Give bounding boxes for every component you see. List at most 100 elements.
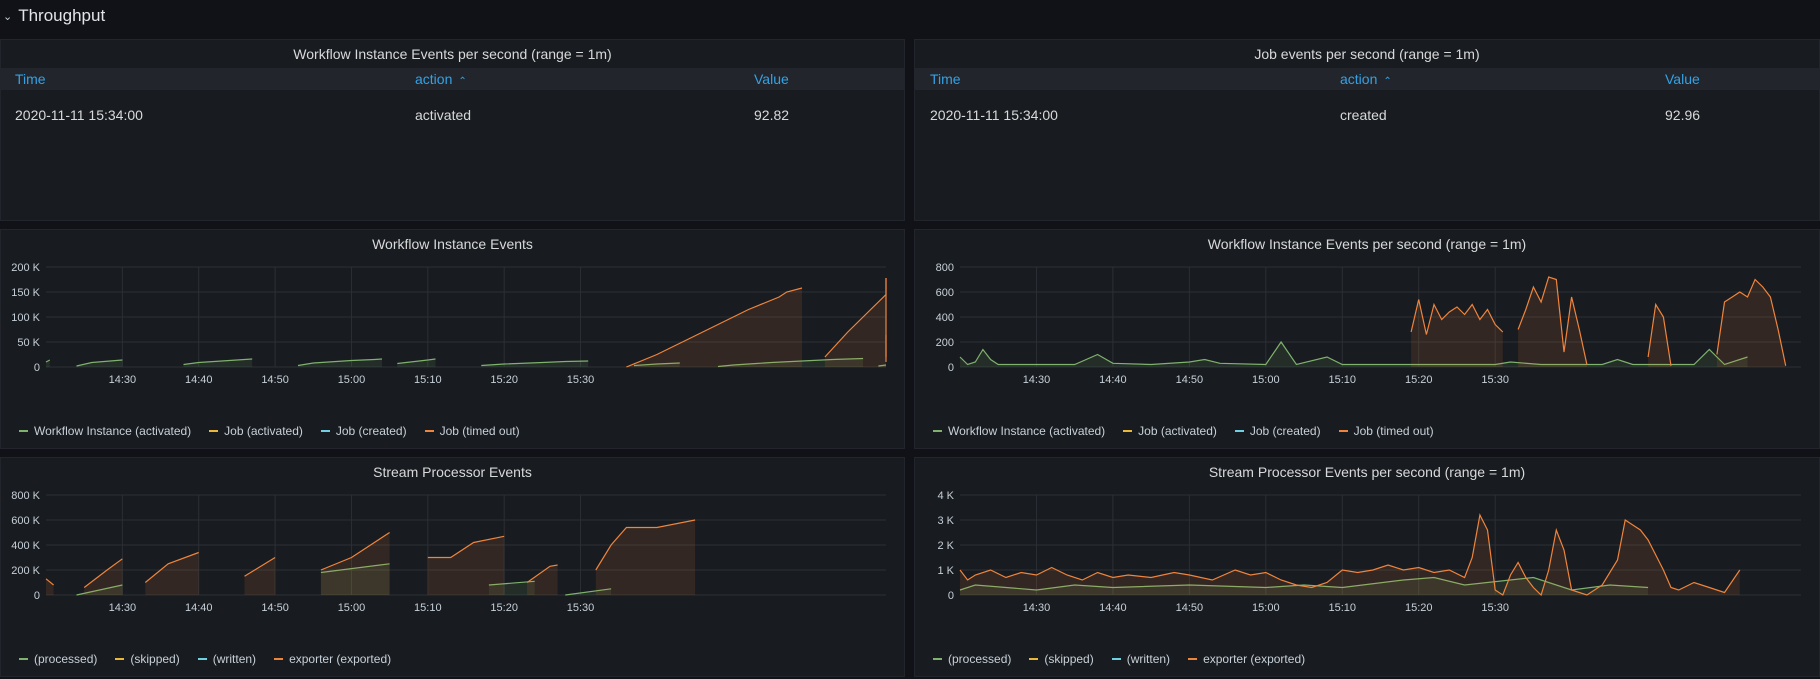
x-tick-label: 15:30	[1481, 374, 1509, 386]
legend-swatch	[1338, 430, 1348, 432]
legend-item[interactable]: Workflow Instance (activated)	[933, 424, 1105, 438]
legend-label: (processed)	[34, 652, 98, 666]
series-area	[488, 581, 535, 595]
column-header-time[interactable]: Time	[930, 71, 961, 87]
column-header-action[interactable]: action ⌃	[1340, 71, 1392, 87]
legend-item[interactable]: Workflow Instance (activated)	[19, 424, 191, 438]
legend-item[interactable]: Job (created)	[1234, 424, 1321, 438]
chart-legend: Workflow Instance (activated) Job (activa…	[933, 424, 1434, 438]
legend-swatch	[1123, 430, 1133, 432]
legend-swatch	[19, 430, 28, 432]
series-line	[45, 578, 54, 586]
series-area	[565, 588, 612, 595]
series-area	[320, 532, 390, 595]
panel-title[interactable]: Workflow Instance Events per second (ran…	[1207, 236, 1527, 252]
column-header-value[interactable]: Value	[1665, 71, 1700, 87]
y-tick-label: 0	[948, 362, 954, 374]
y-tick-label: 400	[936, 312, 954, 324]
y-tick-label: 200	[936, 337, 954, 349]
legend-swatch	[1234, 430, 1244, 432]
column-header-value[interactable]: Value	[754, 71, 789, 87]
y-tick-label: 800	[936, 262, 954, 274]
legend-label: (written)	[212, 652, 257, 666]
x-tick-label: 14:30	[109, 602, 137, 614]
series-line	[717, 357, 864, 368]
legend-item[interactable]: Job (timed out)	[424, 424, 520, 438]
legend-item[interactable]: Job (created)	[320, 424, 407, 438]
x-tick-label: 14:30	[109, 374, 137, 386]
legend-label: Workflow Instance (activated)	[948, 424, 1106, 438]
series-line	[565, 588, 612, 596]
series-line	[481, 360, 589, 367]
legend-item[interactable]: (written)	[1111, 652, 1170, 666]
series-line	[633, 362, 680, 367]
legend-label: (skipped)	[1044, 652, 1094, 666]
legend-item[interactable]: (skipped)	[115, 652, 180, 666]
series-line	[1517, 276, 1588, 365]
panel-title[interactable]: Workflow Instance Events	[372, 236, 533, 252]
panel-title[interactable]: Stream Processor Events	[373, 464, 532, 480]
chart-panel-workflow-instance-events-per-second: Workflow Instance Events per second (ran…	[914, 229, 1820, 449]
panel-title[interactable]: Stream Processor Events per second (rang…	[1208, 464, 1526, 480]
row-header-throughput[interactable]: ⌄ Throughput	[0, 0, 1820, 32]
series-line	[45, 359, 51, 363]
table-cell-action: created	[1340, 107, 1387, 123]
x-tick-label: 14:50	[1176, 602, 1204, 614]
series-area	[960, 515, 1740, 595]
chevron-down-icon[interactable]: ⌄	[3, 10, 13, 23]
x-tick-label: 15:00	[338, 374, 366, 386]
series-line	[1716, 278, 1787, 366]
chart-plot[interactable]: 0 1 K 2 K 3 K 4 K 14:30 14:40 14:50 15:00 15:10 15…	[915, 478, 1820, 658]
chart-legend: (processed) (skipped) (written) exporter (e…	[933, 652, 1305, 666]
series-line	[320, 531, 390, 571]
legend-swatch	[320, 430, 330, 432]
legend-item[interactable]: Job (activated)	[209, 424, 303, 438]
x-tick-label: 15:10	[1329, 374, 1357, 386]
column-header-time[interactable]: Time	[15, 71, 46, 87]
legend-item[interactable]: Job (timed out)	[1338, 424, 1434, 438]
y-tick-label: 0	[34, 362, 40, 374]
x-tick-label: 15:00	[1252, 602, 1280, 614]
legend-swatch	[1029, 658, 1039, 660]
x-tick-label: 15:00	[338, 602, 366, 614]
table-cell-time: 2020-11-11 15:34:00	[930, 107, 1058, 123]
series-line	[297, 358, 383, 367]
row-title: Throughput	[18, 6, 106, 25]
chart-plot[interactable]: 0 50 K 100 K 150 K 200 K 14:30 14:40 14:50 15:00…	[1, 250, 906, 430]
chart-plot[interactable]: 0 200 K 400 K 600 K 800 K 14:30 14:40 14:50 15:0…	[1, 478, 906, 658]
legend-item[interactable]: (processed)	[19, 652, 97, 666]
series-line	[959, 576, 1649, 591]
series-area	[626, 288, 802, 367]
x-tick-label: 15:30	[567, 374, 595, 386]
legend-item[interactable]: Job (activated)	[1123, 424, 1217, 438]
series-line	[1410, 299, 1504, 335]
series-line	[320, 563, 390, 574]
legend-item[interactable]: (written)	[197, 652, 257, 666]
series-area	[145, 552, 199, 595]
x-tick-label: 15:00	[1252, 374, 1280, 386]
series-line	[526, 564, 558, 583]
y-tick-label: 800 K	[11, 490, 40, 502]
x-tick-label: 14:50	[1176, 374, 1204, 386]
column-header-action[interactable]: action ⌃	[415, 71, 467, 87]
panel-title[interactable]: Workflow Instance Events per second (ran…	[293, 46, 612, 62]
table-panel-workflow-events: Workflow Instance Events per second (ran…	[0, 39, 905, 221]
legend-label: Job (activated)	[224, 424, 303, 438]
series-area	[244, 557, 276, 595]
legend-label: Job (activated)	[1138, 424, 1217, 438]
legend-swatch	[933, 658, 942, 660]
legend-item[interactable]: (skipped)	[1029, 652, 1094, 666]
series-line	[959, 513, 1741, 597]
panel-title[interactable]: Job events per second (range = 1m)	[1254, 46, 1480, 62]
series-line	[244, 556, 276, 577]
legend-item[interactable]: exporter (exported)	[274, 652, 391, 666]
chart-plot[interactable]: 0 200 400 600 800 14:30 14:40 14:50 15:00 15:10 15…	[915, 250, 1820, 430]
legend-item[interactable]: (processed)	[933, 652, 1011, 666]
x-tick-label: 15:30	[567, 602, 595, 614]
series-area	[46, 578, 54, 595]
legend-label: Workflow Instance (activated)	[34, 424, 192, 438]
legend-item[interactable]: exporter (exported)	[1188, 652, 1305, 666]
y-tick-label: 600 K	[11, 515, 40, 527]
legend-swatch	[424, 430, 434, 432]
y-tick-label: 400 K	[11, 540, 40, 552]
